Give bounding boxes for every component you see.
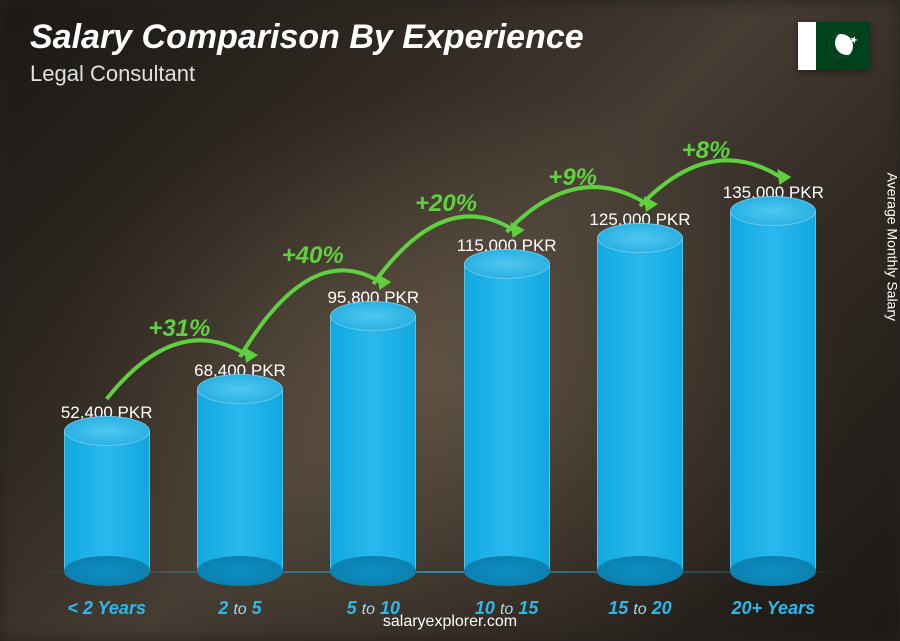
bar xyxy=(464,264,550,571)
increase-pct-label: +8% xyxy=(682,137,731,165)
y-axis-label: Average Monthly Salary xyxy=(884,172,900,320)
bar xyxy=(64,431,150,571)
page-title: Salary Comparison By Experience xyxy=(30,18,584,57)
bar-group: 135,000 PKR20+ Years xyxy=(707,183,840,571)
increase-pct-label: +9% xyxy=(548,164,597,192)
increase-pct-label: +40% xyxy=(282,242,344,270)
bar-group: 125,000 PKR15 to 20 xyxy=(573,210,706,571)
bar xyxy=(330,316,416,571)
bar xyxy=(730,211,816,571)
country-flag-pakistan: ★ xyxy=(798,22,870,70)
header: Salary Comparison By Experience Legal Co… xyxy=(30,18,584,87)
footer-source: salaryexplorer.com xyxy=(0,613,900,631)
bar-group: 115,000 PKR10 to 15 xyxy=(440,236,573,571)
bar-group: 95,800 PKR5 to 10 xyxy=(307,288,440,571)
increase-pct-label: +20% xyxy=(415,190,477,218)
bar xyxy=(597,238,683,571)
page-subtitle: Legal Consultant xyxy=(30,61,584,87)
bar xyxy=(197,389,283,571)
increase-pct-label: +31% xyxy=(148,315,210,343)
salary-bar-chart: 52,400 PKR< 2 Years68,400 PKR2 to 595,80… xyxy=(40,110,840,571)
bar-group: 52,400 PKR< 2 Years xyxy=(40,403,173,571)
bar-group: 68,400 PKR2 to 5 xyxy=(173,361,306,571)
